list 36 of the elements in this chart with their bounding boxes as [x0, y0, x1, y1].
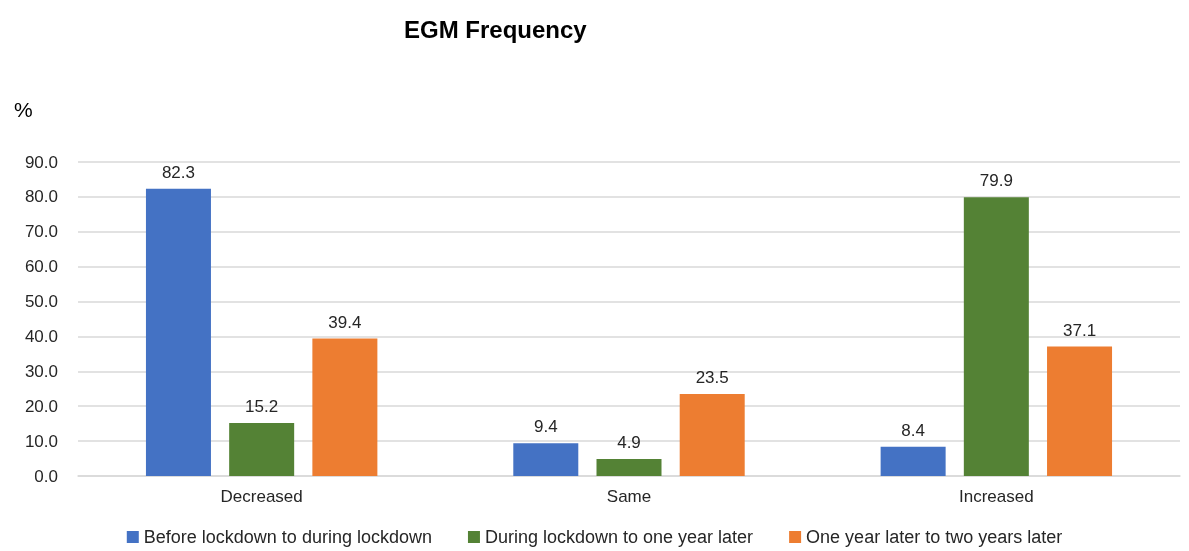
data-label: 15.2	[245, 396, 279, 416]
legend-label: Before lockdown to during lockdown	[143, 527, 432, 547]
bar	[596, 458, 662, 476]
bar	[229, 422, 295, 476]
y-tick-label: 50.0	[24, 292, 58, 312]
data-label: 37.1	[1062, 320, 1097, 340]
bar	[963, 197, 1029, 476]
y-tick-label: 20.0	[24, 396, 58, 416]
bar	[145, 188, 211, 476]
data-label: 23.5	[695, 368, 729, 388]
data-label: 8.4	[901, 420, 925, 440]
y-tick-label: 0.0	[34, 466, 58, 486]
y-tick-label: 70.0	[24, 222, 58, 242]
legend-label: One year later to two years later	[806, 527, 1063, 547]
data-label: 82.3	[161, 162, 196, 182]
x-tick-label: Same	[606, 487, 652, 506]
data-label: 79.9	[979, 171, 1013, 191]
y-tick-label: 40.0	[24, 326, 58, 346]
y-axis-title: %	[14, 98, 33, 121]
y-tick-label: 10.0	[24, 431, 58, 451]
y-tick-label: 60.0	[24, 257, 58, 277]
y-tick-label: 30.0	[24, 361, 58, 381]
bar	[679, 394, 745, 476]
chart-title: EGM Frequency	[404, 15, 588, 43]
y-tick-label: 80.0	[24, 187, 58, 207]
bar	[513, 443, 579, 476]
data-label: 39.4	[328, 312, 362, 332]
legend-label: During lockdown to one year later	[484, 527, 754, 547]
bar	[880, 446, 946, 476]
x-tick-label: Decreased	[220, 487, 303, 506]
bar	[1047, 346, 1113, 476]
bar	[312, 338, 378, 476]
data-label: 9.4	[533, 417, 558, 437]
data-label: 4.9	[617, 432, 641, 452]
x-tick-label: Increased	[959, 487, 1034, 506]
y-tick-label: 90.0	[24, 152, 58, 172]
